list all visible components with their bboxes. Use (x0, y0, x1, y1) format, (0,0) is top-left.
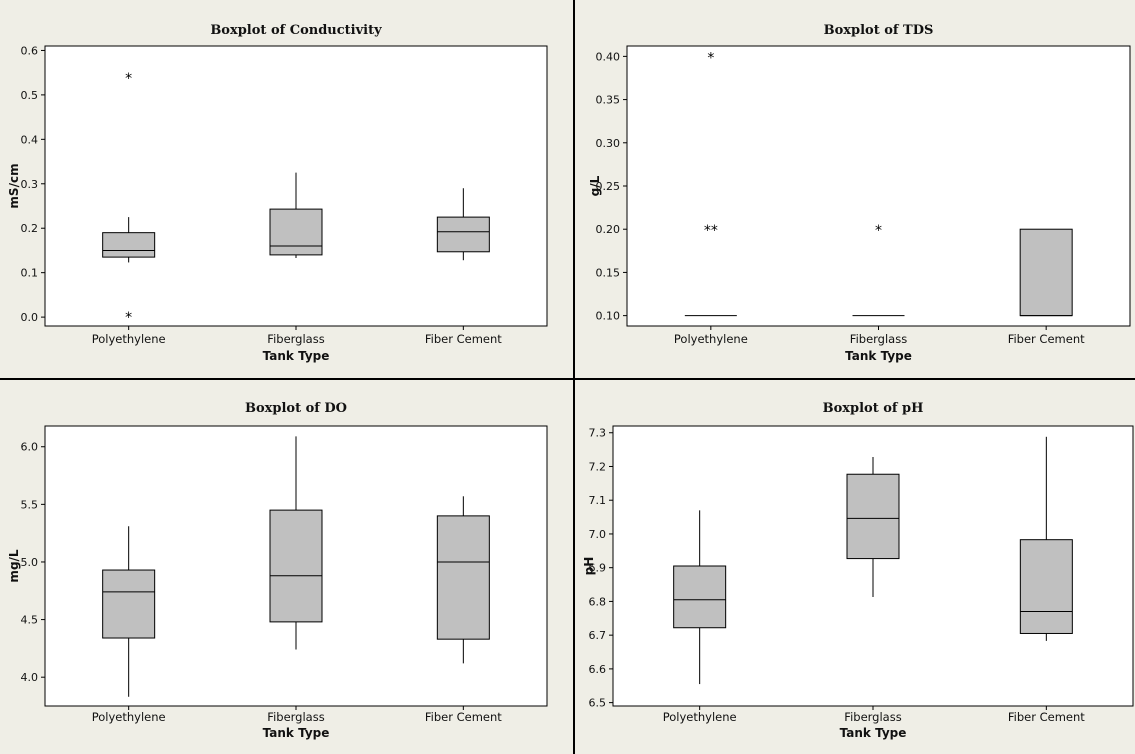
outlier-marker: * (704, 223, 711, 239)
chart-ph: Boxplot of pH 6.5 6.6 6.7 6.8 6.9 7.0 7.1 7.2 7.3… (582, 401, 1134, 740)
iqr-box (436, 216, 490, 253)
chart-conductivity: Boxplot of Conductivity 0.0 0.1 0.2 0.3 0.4 0.… (7, 23, 548, 363)
y-axis-label: pH (582, 557, 596, 576)
y-tick-label: 0.25 (596, 180, 621, 193)
vertical-divider (573, 0, 575, 754)
x-category-label: Fiberglass (267, 332, 324, 346)
horizontal-divider (0, 378, 1135, 380)
y-tick-label: 0.0 (21, 311, 39, 324)
x-category-label: Fiberglass (850, 332, 907, 346)
y-tick-label: 6.6 (589, 663, 607, 676)
y-tick-label: 6.7 (589, 629, 607, 642)
iqr-box (673, 565, 727, 629)
x-axis-label: Tank Type (845, 349, 912, 363)
y-tick-label: 6.8 (589, 595, 607, 608)
panel-ph: Boxplot of pH 6.5 6.6 6.7 6.8 6.9 7.0 7.1 7.2 7.3… (575, 380, 1135, 754)
y-tick-label: 7.2 (589, 460, 607, 473)
box-fiberglass (846, 457, 900, 598)
chart-do: Boxplot of DO 4.0 4.5 5.0 5.5 6.0 mg/L Polyethy… (7, 401, 548, 740)
box-polyethylene: ** (102, 71, 156, 326)
x-category-label: Fiber Cement (425, 710, 502, 724)
box-polyethylene (673, 510, 727, 685)
y-tick-label: 0.6 (21, 44, 39, 57)
outlier-marker: * (875, 223, 882, 239)
y-tick-label: 0.15 (596, 266, 621, 279)
box-polyethylene: ** * (684, 50, 737, 317)
y-tick-label: 7.3 (589, 427, 607, 440)
x-category-label: Fiber Cement (425, 332, 502, 346)
x-category-label: Polyethylene (674, 332, 748, 346)
x-category-label: Fiberglass (267, 710, 324, 724)
iqr-box (102, 232, 156, 258)
chart-title: Boxplot of pH (823, 401, 924, 416)
y-tick-label: 0.5 (21, 89, 39, 102)
y-tick-label: 6.5 (589, 697, 607, 710)
box-fiber-cement (436, 496, 490, 664)
chart-title: Boxplot of TDS (824, 23, 934, 38)
y-tick-label: 6.0 (21, 441, 39, 454)
y-tick-label: 5.0 (21, 556, 39, 569)
iqr-box (1019, 539, 1073, 634)
box-fiberglass: * (852, 223, 905, 317)
chart-title: Boxplot of Conductivity (210, 23, 382, 38)
y-tick-label: 0.3 (21, 178, 39, 191)
iqr-box (1019, 228, 1073, 317)
y-tick-label: 4.0 (21, 671, 39, 684)
x-axis-label: Tank Type (840, 726, 907, 740)
x-category-label: Polyethylene (663, 710, 737, 724)
y-tick-label: 0.40 (596, 50, 621, 63)
outlier-marker: * (707, 50, 714, 66)
x-axis-label: Tank Type (263, 726, 330, 740)
x-category-label: Fiberglass (844, 710, 901, 724)
y-tick-label: 0.35 (596, 94, 621, 107)
y-tick-label: 0.20 (596, 223, 621, 236)
outlier-marker: * (125, 71, 132, 87)
iqr-box (269, 509, 323, 623)
y-tick-label: 0.30 (596, 137, 621, 150)
box-polyethylene (102, 526, 156, 697)
y-axis-label: mg/L (7, 549, 21, 582)
y-tick-label: 7.1 (589, 494, 607, 507)
y-tick-label: 0.4 (21, 133, 39, 146)
x-category-label: Fiber Cement (1008, 332, 1085, 346)
y-tick-label: 5.5 (21, 498, 39, 511)
panel-conductivity: Boxplot of Conductivity 0.0 0.1 0.2 0.3 0.4 0.… (0, 0, 573, 378)
y-tick-label: 0.1 (21, 267, 39, 280)
y-tick-label: 0.2 (21, 222, 39, 235)
iqr-box (269, 208, 323, 256)
x-category-label: Polyethylene (92, 332, 166, 346)
panel-do: Boxplot of DO 4.0 4.5 5.0 5.5 6.0 mg/L Polyethy… (0, 380, 573, 754)
box-fiber-cement (1019, 436, 1073, 641)
y-tick-label: 4.5 (21, 614, 39, 627)
box-fiber-cement (1019, 228, 1073, 317)
y-axis-label: g/L (588, 175, 602, 196)
y-tick-label: 0.10 (596, 310, 621, 323)
x-category-label: Polyethylene (92, 710, 166, 724)
box-fiber-cement (436, 188, 490, 261)
y-tick-label: 6.9 (589, 562, 607, 575)
panel-tds: Boxplot of TDS 0.10 0.15 0.20 0.25 0.30 0.35 0.… (575, 0, 1135, 378)
outlier-marker: * (711, 223, 718, 239)
iqr-box (436, 515, 490, 640)
outlier-marker: * (125, 310, 132, 326)
x-category-label: Fiber Cement (1008, 710, 1085, 724)
box-fiberglass (269, 172, 323, 258)
x-axis-label: Tank Type (263, 349, 330, 363)
y-tick-label: 7.0 (589, 528, 607, 541)
iqr-box (846, 473, 900, 560)
y-axis-label: mS/cm (7, 163, 21, 208)
box-fiberglass (269, 436, 323, 650)
chart-tds: Boxplot of TDS 0.10 0.15 0.20 0.25 0.30 0.35 0.… (588, 23, 1131, 363)
chart-title: Boxplot of DO (245, 401, 347, 416)
iqr-box (102, 569, 156, 639)
